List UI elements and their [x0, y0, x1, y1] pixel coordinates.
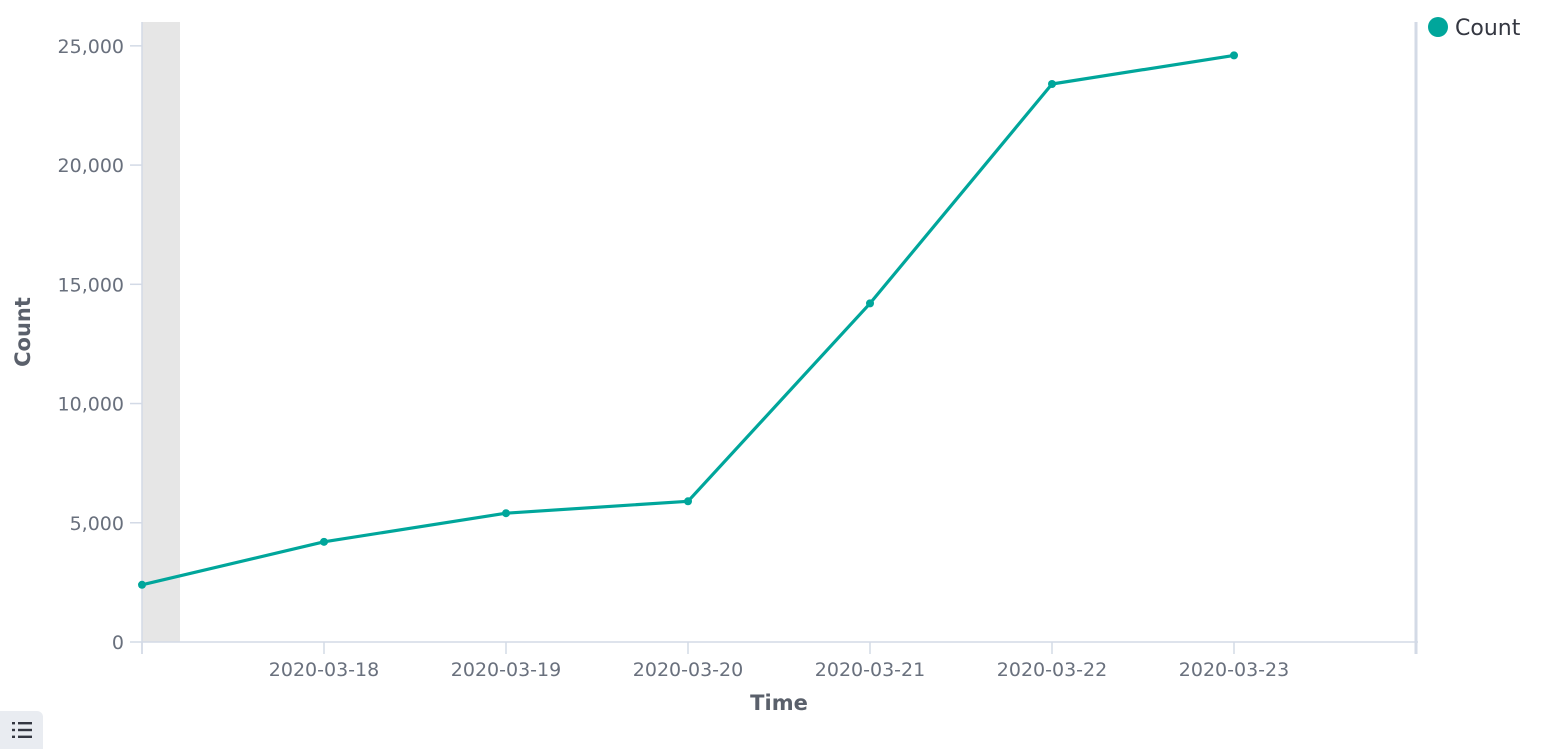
data-point[interactable] [1048, 80, 1056, 88]
y-tick-label: 5,000 [70, 513, 124, 535]
x-tick-label: 2020-03-18 [269, 659, 379, 681]
shaded-region-layer [142, 22, 180, 642]
legend-label-count[interactable]: Count [1455, 16, 1521, 41]
axes [141, 22, 1418, 654]
data-point[interactable] [1230, 51, 1238, 60]
x-tick-label: 2020-03-19 [451, 659, 561, 681]
data-point[interactable] [684, 497, 692, 506]
x-ticks: 2020-03-18 2020-03-19 2020-03-20 2020-03-21… [141, 642, 1289, 681]
y-ticks: 0 5,000 10,000 15,000 20,000 25,000 [58, 36, 142, 654]
series-line-count[interactable] [140, 53, 1236, 587]
y-tick-label: 15,000 [58, 274, 124, 296]
data-point[interactable] [866, 299, 874, 308]
data-point[interactable] [320, 537, 328, 546]
y-tick-label: 25,000 [58, 36, 124, 58]
data-point[interactable] [138, 580, 146, 589]
legend-toggle-button[interactable] [0, 711, 43, 749]
y-tick-label: 0 [112, 632, 124, 654]
series-layer [138, 51, 1238, 589]
x-tick-label: 2020-03-20 [633, 659, 743, 681]
y-axis-title: Count [11, 297, 35, 367]
x-tick-label: 2020-03-23 [1179, 659, 1289, 681]
y-tick-label: 10,000 [58, 394, 124, 416]
legend-swatch-count[interactable] [1428, 17, 1448, 37]
x-tick-label: 2020-03-21 [815, 659, 925, 681]
data-point[interactable] [502, 509, 510, 518]
shaded-region [142, 22, 180, 642]
list-icon [11, 722, 32, 738]
y-tick-label: 20,000 [58, 155, 124, 177]
x-axis-title: Time [750, 691, 808, 715]
legend[interactable]: Count [1428, 16, 1521, 41]
x-tick-label: 2020-03-22 [997, 659, 1107, 681]
